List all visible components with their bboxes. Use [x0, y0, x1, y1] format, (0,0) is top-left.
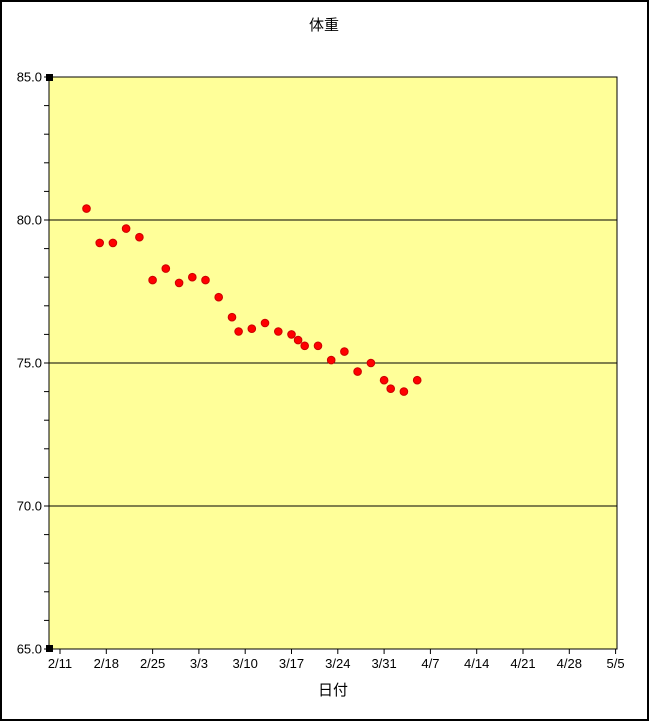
data-point[interactable]: [353, 367, 362, 376]
data-point[interactable]: [379, 375, 389, 385]
data-point[interactable]: [340, 347, 349, 356]
x-tick-label: 2/18: [94, 656, 119, 671]
data-point[interactable]: [260, 318, 270, 328]
data-point[interactable]: [135, 232, 144, 242]
y-axis-ticks-layer: [44, 76, 49, 650]
data-point[interactable]: [412, 375, 422, 385]
data-point[interactable]: [274, 327, 283, 336]
x-axis-title[interactable]: 日付: [318, 682, 348, 699]
data-point[interactable]: [82, 204, 91, 213]
x-tick-label: 4/7: [421, 656, 439, 671]
y-tick-label: 65.0: [17, 642, 42, 657]
x-tick-label: 4/14: [464, 656, 489, 671]
data-point[interactable]: [300, 341, 310, 351]
y-axis-labels-layer: 65.0 70.0 75.0 80.0 85.0: [17, 70, 42, 657]
chart-title[interactable]: 体重: [309, 17, 339, 34]
data-point[interactable]: [121, 224, 131, 233]
data-point[interactable]: [188, 272, 197, 282]
data-point[interactable]: [148, 275, 157, 285]
x-axis-ticks-layer: [59, 649, 617, 654]
x-tick-label: 4/28: [557, 656, 582, 671]
x-tick-label: 3/10: [233, 656, 258, 671]
x-tick-label: 3/17: [279, 656, 304, 671]
x-tick-label: 3/3: [190, 656, 208, 671]
x-tick-label: 2/25: [140, 656, 165, 671]
x-tick-label: 3/31: [371, 656, 396, 671]
data-point[interactable]: [234, 327, 243, 336]
x-tick-label: 4/21: [510, 656, 535, 671]
y-tick-label: 75.0: [17, 356, 42, 371]
data-point[interactable]: [326, 355, 336, 365]
y-tick-label: 70.0: [17, 499, 42, 514]
data-points-layer: [82, 204, 422, 396]
data-point[interactable]: [366, 358, 376, 368]
x-tick-label: 2/11: [48, 656, 72, 671]
data-point[interactable]: [399, 387, 409, 396]
y-axis-top-selection-handle[interactable]: [46, 74, 53, 81]
data-point[interactable]: [293, 335, 303, 345]
data-point[interactable]: [386, 384, 396, 394]
data-point[interactable]: [247, 324, 257, 334]
data-point[interactable]: [201, 275, 210, 285]
y-axis-bottom-selection-handle[interactable]: [46, 645, 53, 652]
y-tick-label: 80.0: [17, 213, 42, 228]
y-tick-label: 85.0: [17, 70, 42, 85]
data-point[interactable]: [214, 292, 223, 302]
x-axis-labels-layer: 2/11 2/18 2/25 3/3 3/10 3/17 3/24 3/31 4/7 4/14 4/…: [48, 656, 625, 671]
data-point[interactable]: [174, 278, 184, 288]
x-tick-label: 3/24: [325, 656, 350, 671]
data-point[interactable]: [227, 312, 237, 322]
x-tick-label: 5/5: [607, 656, 625, 671]
data-point[interactable]: [95, 238, 104, 248]
data-point[interactable]: [108, 238, 118, 248]
data-point[interactable]: [313, 341, 323, 351]
data-point[interactable]: [287, 330, 296, 339]
data-point[interactable]: [161, 264, 171, 273]
